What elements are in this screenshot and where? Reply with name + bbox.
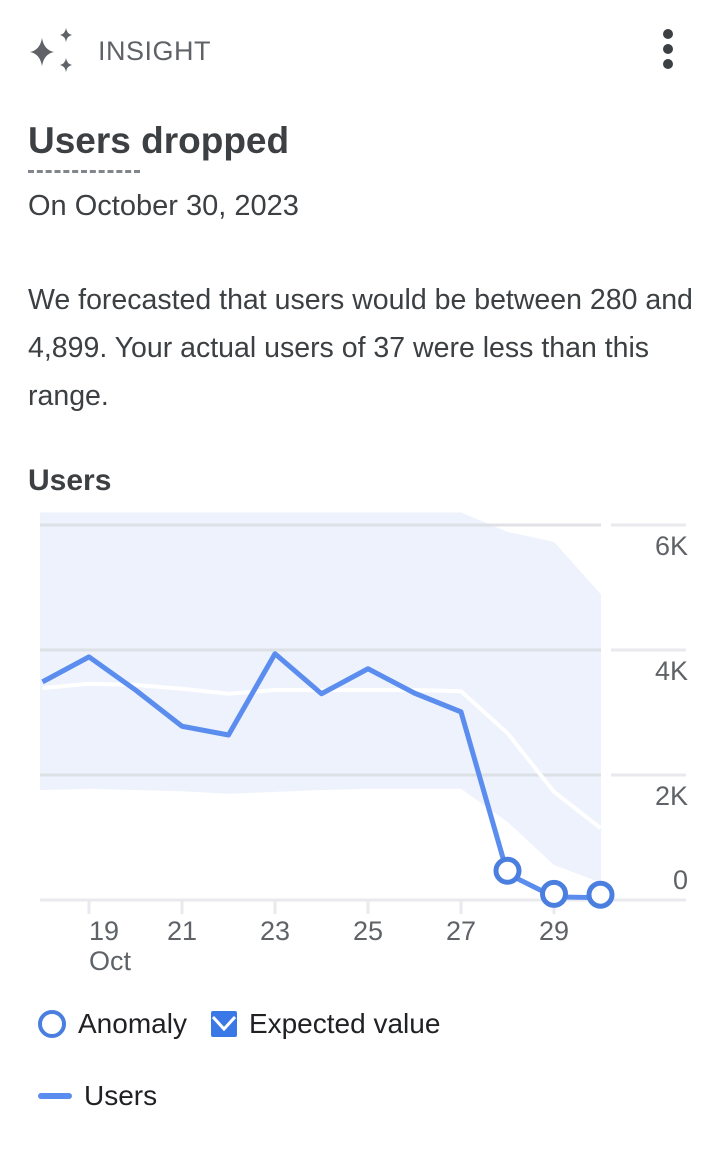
legend-item-users[interactable]: Users [38,1080,157,1112]
legend-item-anomaly[interactable]: Anomaly [38,1008,187,1040]
legend-label-expected: Expected value [248,1008,441,1039]
y-tick-label: 6K [655,531,688,561]
anomaly-marker [540,879,568,908]
x-tick-label: 21 [167,916,197,946]
legend-label-users: Users [84,1080,158,1111]
y-tick-label: 0 [673,865,688,895]
more-vert-icon[interactable] [650,24,686,74]
legend-label-anomaly: Anomaly [78,1008,187,1039]
x-tick-label: 27 [446,916,476,946]
anomaly-marker [493,856,522,885]
anomaly-marker [586,880,615,909]
insight-header: INSIGHT [28,26,211,76]
x-tick-sublabel: Oct [89,946,132,976]
expected-value-line [42,681,602,830]
anomaly-circle-icon [38,1010,66,1038]
sparkle-icon [30,28,72,72]
title-dashed-underline [28,170,140,173]
x-tick-label: 25 [353,916,383,946]
chart-legend: Anomaly Expected value Users [38,1008,464,1112]
y-tick-label: 2K [655,781,688,811]
expected-value-checkbox-icon [210,1011,237,1037]
expected-range-band [40,512,601,883]
x-tick-label: 19 [89,916,119,946]
insight-date: On October 30, 2023 [28,190,299,222]
users-chart: 0 2K 4K 6K 19 21 23 25 27 29 Oct [40,512,688,976]
legend-item-expected[interactable]: Expected value [210,1008,441,1040]
x-tick-label: 23 [260,916,290,946]
insight-title[interactable]: Users dropped [28,120,290,161]
insight-description: We forecasted that users would be betwee… [28,284,693,412]
insight-label: INSIGHT [98,35,212,66]
y-tick-label: 4K [655,656,688,686]
users-line-icon [38,1093,72,1099]
x-tick-label: 29 [539,916,569,946]
chart-title: Users [28,464,112,497]
